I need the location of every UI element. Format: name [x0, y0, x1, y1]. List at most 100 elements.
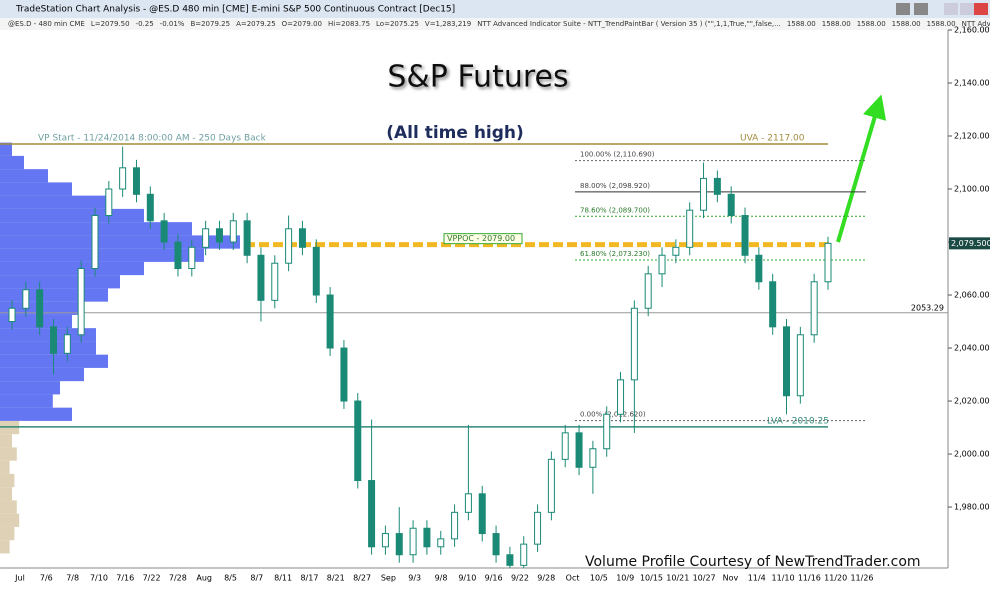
y-tick-label: 1,980.00: [954, 503, 990, 512]
button[interactable]: [944, 3, 958, 15]
candle-body: [741, 215, 749, 256]
x-tick-label: 10/21: [666, 574, 689, 583]
profile-bar: [0, 460, 10, 474]
info-text: B=2079.25: [190, 20, 230, 28]
button[interactable]: [960, 3, 974, 15]
x-tick-label: 10/9: [616, 574, 634, 583]
info-text: -0.25: [136, 20, 154, 28]
button[interactable]: [914, 3, 928, 15]
profile-bar: [0, 394, 53, 408]
info-text: 1588.00: [822, 20, 851, 28]
profile-bar: [0, 248, 204, 262]
candle-body: [520, 543, 528, 566]
profile-bar: [0, 328, 96, 342]
candle-body: [796, 334, 804, 397]
candle-body: [561, 432, 569, 460]
profile-bar: [0, 367, 84, 382]
candle-body: [36, 289, 44, 328]
info-text: Hi=2083.75: [328, 20, 370, 28]
candle-body: [547, 458, 555, 513]
close-button[interactable]: [974, 3, 988, 15]
candle-body: [672, 246, 680, 256]
title-bar: [0, 0, 990, 18]
y-tick-label: 2,000.00: [954, 450, 990, 459]
candle-body: [105, 188, 113, 217]
candle-body: [49, 326, 57, 354]
candle-body: [8, 307, 16, 323]
profile-bar: [0, 540, 10, 554]
candle-body: [630, 307, 638, 381]
candle-body: [713, 177, 721, 195]
candle-body: [686, 209, 694, 248]
candle-body: [202, 228, 210, 248]
info-text: V=1,283,219: [425, 20, 471, 28]
x-tick-label: 11/10: [772, 574, 795, 583]
profile-bar: [0, 182, 72, 196]
candle-body: [658, 254, 666, 275]
x-tick-label: 9/16: [485, 574, 503, 583]
candle-body: [271, 262, 279, 301]
profile-bar: [0, 275, 120, 289]
fib-label: 0.00% (2,012.620): [580, 411, 646, 419]
x-tick-label: 7/8: [66, 574, 79, 583]
profile-bar: [0, 513, 20, 527]
x-tick-label: 9/3: [408, 574, 421, 583]
x-tick-label: 9/10: [458, 574, 476, 583]
candle-body: [215, 228, 223, 243]
fib-label: 100.00% (2,110.690): [580, 151, 655, 159]
fib-label: 61.80% (2,073.230): [580, 250, 650, 258]
candle-body: [423, 527, 431, 548]
x-tick-label: 11/20: [824, 574, 847, 583]
candle-body: [160, 220, 168, 243]
candle-body: [395, 533, 403, 556]
x-tick-label: 10/27: [693, 574, 716, 583]
info-text: Lo=2075.25: [376, 20, 419, 28]
x-tick-label: Oct: [566, 574, 580, 583]
candle-body: [451, 511, 459, 540]
candle-body: [575, 432, 583, 468]
candle-body: [783, 326, 791, 397]
candle-body: [700, 177, 708, 211]
y-tick-label: 2,020.00: [954, 397, 990, 406]
info-text: 1588.00: [892, 20, 921, 28]
profile-bar: [0, 314, 72, 329]
candle-body: [534, 511, 542, 545]
subtitle: (All time high): [386, 123, 524, 143]
profile-bar: [0, 447, 17, 461]
info-text: NTT Advanced Indicator Suite - NTT_Trend…: [477, 20, 781, 28]
candle-body: [810, 281, 818, 336]
last-price-label: 2,079.500: [951, 239, 990, 248]
info-text: @ES.D - 480 min CME: [8, 20, 85, 28]
fib-label: 78.60% (2,089.700): [580, 206, 650, 214]
profile-bar: [0, 434, 12, 448]
profile-bar: [0, 354, 108, 368]
candle-body: [298, 228, 306, 248]
candle-body: [312, 246, 320, 296]
profile-bar: [0, 473, 15, 488]
profile-bar: [0, 288, 108, 302]
window-title: TradeStation Chart Analysis - @ES.D 480 …: [15, 5, 455, 15]
x-tick-label: 8/21: [327, 574, 345, 583]
candle-body: [409, 527, 417, 556]
x-tick-label: 8/5: [224, 574, 237, 583]
info: @ES.D - 480 min CME L=2079.50 -0.25 -0.01% B…: [8, 20, 990, 28]
candle-body: [755, 254, 763, 283]
candle-body: [506, 554, 514, 566]
info-text: A=2079.25: [236, 20, 276, 28]
last-price-box: [949, 237, 990, 250]
profile-bar: [0, 341, 96, 355]
y-tick-label: 2,120.00: [954, 132, 990, 141]
x-tick-label: 8/17: [300, 574, 318, 583]
candle-body: [824, 242, 832, 283]
info-bar: [0, 18, 990, 30]
info-text: 1588.00: [857, 20, 886, 28]
y-tick-label: 2,160.00: [954, 26, 990, 35]
profile-bar: [0, 526, 15, 541]
candle-body: [22, 289, 30, 309]
candle-body: [492, 533, 500, 556]
profile-bar: [0, 142, 12, 156]
button[interactable]: [896, 3, 910, 15]
x-tick-label: 11/26: [850, 574, 873, 583]
